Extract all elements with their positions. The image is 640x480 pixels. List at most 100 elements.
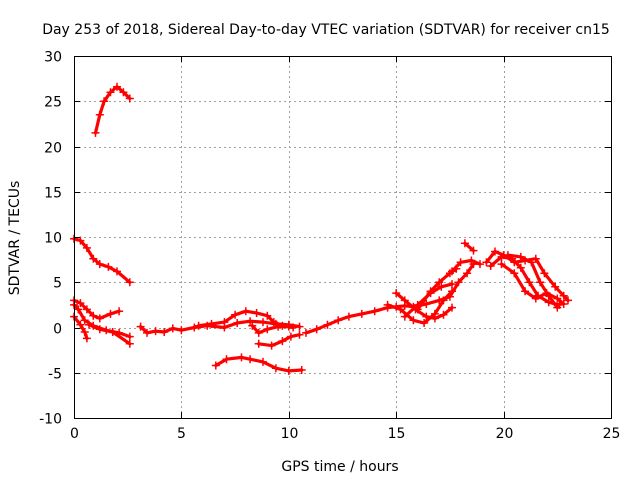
series-arc-1 (93, 85, 132, 135)
data-point (74, 305, 83, 314)
series-arc-19 (484, 249, 570, 302)
data-point (448, 287, 456, 296)
data-point (323, 320, 332, 329)
y-axis-label: SDTVAR / TECUs (7, 181, 23, 296)
data-point (254, 328, 263, 337)
chart-title: Day 253 of 2018, Sidereal Day-to-day VTE… (42, 22, 610, 38)
data-point (392, 289, 401, 298)
data-point (435, 278, 444, 287)
data-point (125, 339, 134, 348)
data-point (525, 278, 534, 287)
series-arc-5 (87, 323, 132, 346)
data-point (344, 312, 353, 321)
y-tick-label: -5 (48, 367, 62, 383)
data-point (482, 258, 491, 267)
data-point (370, 307, 379, 316)
data-point (82, 334, 91, 343)
data-point (89, 311, 98, 320)
data-point (430, 309, 439, 318)
data-point (448, 267, 456, 276)
data-point (106, 309, 115, 318)
data-point (527, 258, 536, 267)
y-tick-label: 10 (44, 231, 62, 247)
data-point (559, 300, 568, 308)
data-point (284, 322, 293, 331)
data-point (76, 320, 85, 329)
data-point (278, 337, 287, 346)
data-point (516, 263, 525, 272)
data-point (448, 280, 456, 289)
x-tick-label: 0 (70, 426, 79, 442)
data-point (469, 246, 478, 255)
x-tick-label: 20 (496, 426, 514, 442)
data-point (486, 262, 495, 270)
data-point (559, 291, 568, 300)
series-arc-6 (72, 315, 89, 340)
data-point (463, 269, 472, 278)
data-point (246, 355, 255, 364)
data-point (551, 282, 560, 291)
data-point (254, 339, 263, 348)
data-point (521, 287, 530, 296)
data-point (104, 262, 113, 271)
data-point (168, 324, 177, 333)
data-point (119, 88, 128, 97)
data-point (136, 322, 145, 331)
data-point (286, 332, 295, 341)
y-tick-label: 30 (44, 50, 62, 66)
data-point (269, 318, 278, 327)
data-point (220, 318, 229, 327)
data-point (95, 314, 104, 323)
data-point (82, 305, 91, 314)
data-point (497, 260, 506, 269)
data-point (89, 254, 98, 263)
data-point (460, 239, 469, 248)
data-point (231, 310, 240, 319)
data-point (267, 341, 276, 350)
x-tick-label: 10 (281, 426, 299, 442)
data-point (334, 316, 343, 325)
y-tick-label: 25 (44, 95, 62, 111)
data-series-group (70, 82, 572, 375)
data-point (151, 327, 160, 336)
data-point (439, 296, 448, 305)
data-point (540, 269, 549, 278)
data-point (259, 318, 267, 327)
data-point (544, 291, 553, 300)
y-tick-label: -10 (39, 412, 62, 428)
data-point (357, 309, 366, 318)
data-point (531, 254, 540, 263)
x-tick-label: 15 (388, 426, 406, 442)
data-point (113, 82, 121, 91)
data-point (233, 319, 242, 327)
data-point (437, 282, 446, 291)
data-point (252, 309, 261, 317)
data-point (115, 307, 124, 316)
data-point (76, 236, 85, 245)
data-point (91, 128, 100, 137)
data-point (383, 300, 392, 309)
axis-ticks: 0 5 10 15 20 25 -10 -5 0 5 10 15 20 25 30 (39, 50, 620, 443)
data-point (284, 366, 293, 375)
data-point (80, 328, 89, 336)
data-point (516, 252, 525, 261)
data-point (246, 317, 255, 326)
series-arc-17 (463, 241, 476, 253)
data-point (467, 256, 476, 265)
data-point (439, 310, 448, 319)
data-point (95, 110, 104, 119)
data-point (271, 364, 280, 373)
data-point (248, 321, 257, 330)
data-point (211, 361, 220, 370)
data-point (80, 316, 89, 325)
data-point (456, 258, 465, 267)
data-point (553, 294, 562, 303)
data-point (194, 321, 203, 330)
data-point (400, 296, 409, 305)
data-point (95, 325, 104, 334)
data-point (274, 322, 283, 331)
data-point (106, 88, 115, 97)
series-arc-18 (450, 258, 482, 273)
data-point (413, 300, 422, 309)
